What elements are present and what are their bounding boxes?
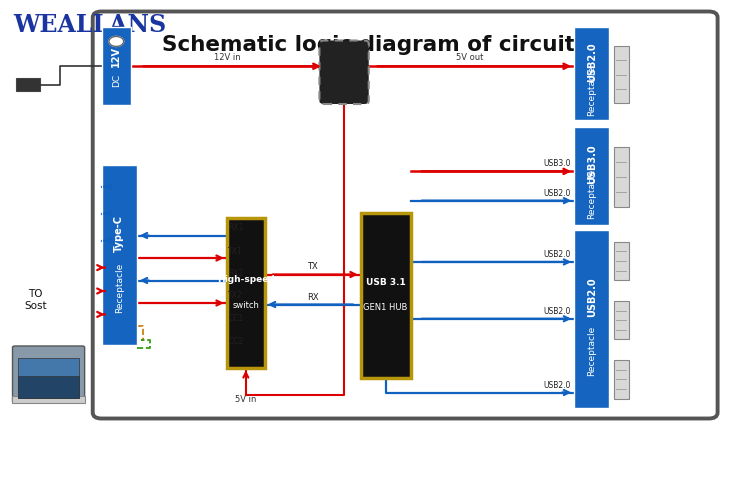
Text: RX1: RX1 xyxy=(228,224,244,232)
Bar xyxy=(18,376,79,398)
Text: USB3.0: USB3.0 xyxy=(543,160,570,168)
Bar xyxy=(361,212,411,378)
Bar xyxy=(18,358,79,398)
Text: switch: switch xyxy=(233,300,259,310)
Text: CC2: CC2 xyxy=(228,336,244,345)
Text: TO
Sost: TO Sost xyxy=(24,289,46,311)
Text: GEN1 HUB: GEN1 HUB xyxy=(364,303,408,312)
Text: Receptacle: Receptacle xyxy=(115,262,124,312)
Circle shape xyxy=(109,36,124,46)
Text: High-speed: High-speed xyxy=(217,276,275,284)
Text: 5V out: 5V out xyxy=(456,53,483,62)
Bar xyxy=(574,28,609,120)
Text: USB2.0: USB2.0 xyxy=(543,188,570,198)
Bar xyxy=(574,230,609,408)
Text: USB 3.1: USB 3.1 xyxy=(366,278,406,287)
Text: Receptacle: Receptacle xyxy=(587,326,596,376)
Bar xyxy=(614,242,629,281)
FancyBboxPatch shape xyxy=(319,40,369,104)
Text: Receptacle: Receptacle xyxy=(587,66,596,116)
Bar xyxy=(12,396,85,402)
Text: TX2: TX2 xyxy=(228,292,243,300)
Text: Receptacle: Receptacle xyxy=(587,168,596,219)
Text: 12V: 12V xyxy=(111,46,121,68)
Text: RX2: RX2 xyxy=(228,268,244,278)
Text: USB2.0: USB2.0 xyxy=(543,380,570,390)
Bar xyxy=(227,218,265,368)
Text: 12V in: 12V in xyxy=(214,53,241,62)
Text: Schematic logic diagram of circuit: Schematic logic diagram of circuit xyxy=(161,35,575,55)
Bar xyxy=(614,301,629,340)
Text: RX: RX xyxy=(307,292,319,302)
Bar xyxy=(614,147,629,208)
Bar xyxy=(574,128,609,225)
Text: USB2.0: USB2.0 xyxy=(587,43,597,82)
Text: TX: TX xyxy=(308,262,318,271)
Text: USB2.0: USB2.0 xyxy=(543,250,570,259)
Text: Type-C: Type-C xyxy=(114,215,124,252)
Text: TX1: TX1 xyxy=(228,246,243,256)
Text: CC1: CC1 xyxy=(228,314,244,323)
Bar xyxy=(614,360,629,399)
Bar xyxy=(614,46,629,104)
FancyBboxPatch shape xyxy=(13,346,85,403)
Text: 5V in: 5V in xyxy=(235,395,257,404)
Text: WEALLANS: WEALLANS xyxy=(13,12,166,36)
Text: USB2.0: USB2.0 xyxy=(543,306,570,316)
Text: USB2.0: USB2.0 xyxy=(587,278,597,318)
Text: DC: DC xyxy=(112,74,121,87)
Bar xyxy=(102,28,131,105)
Text: USB3.0: USB3.0 xyxy=(587,144,597,184)
Bar xyxy=(102,165,137,345)
Bar xyxy=(16,78,40,91)
